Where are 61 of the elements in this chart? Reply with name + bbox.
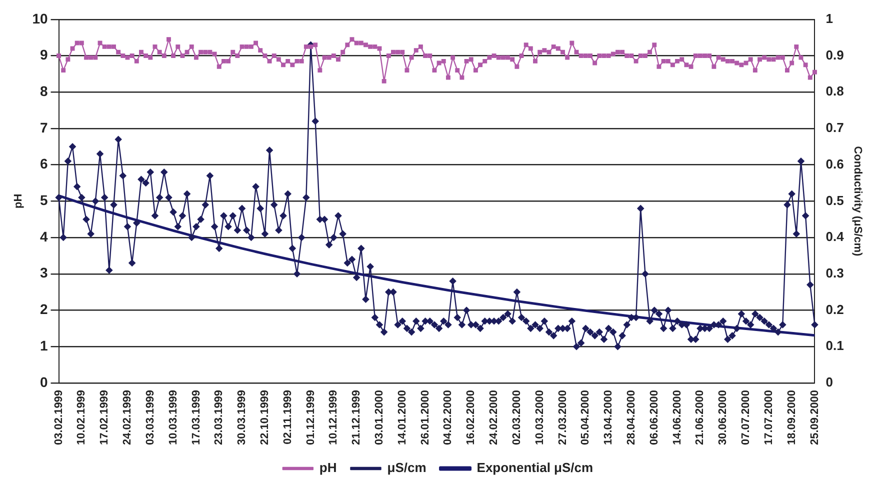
x-tick-label: 14.06.2000	[671, 390, 684, 446]
x-tick-label: 27.03.2000	[556, 390, 569, 446]
x-tick-label: 13.04.2000	[602, 390, 615, 446]
y2-tick-label: 0.9	[826, 47, 844, 62]
x-tick-label: 10.02.1999	[76, 390, 88, 446]
y2-tick-label: 0	[826, 374, 833, 390]
y2-axis-title: Conductivity (μS/cm)	[851, 146, 864, 257]
y2-tick-label: 0.5	[826, 192, 844, 208]
y-tick-label: 8	[40, 82, 48, 99]
x-tick-label: 21.12.1999	[350, 390, 363, 446]
x-tick-label: 03.02.1999	[52, 390, 65, 446]
y2-tick-label: 0.7	[826, 120, 844, 136]
x-tick-label: 22.10.1999	[258, 390, 271, 446]
x-tick-label: 25.09.2000	[808, 390, 821, 446]
y2-tick-label: 1	[826, 10, 833, 26]
x-tick-label: 21.06.2000	[694, 390, 706, 446]
x-tick-label: 17.02.1999	[98, 390, 111, 446]
x-tick-label: 10.03.1999	[167, 390, 180, 446]
x-tick-label: 10.03.2000	[534, 390, 546, 446]
x-tick-label: 10.12.1999	[328, 390, 340, 446]
x-tick-label: 18.09.2000	[786, 390, 798, 446]
x-tick-label: 05.04.2000	[580, 390, 592, 446]
x-tick-label: 30.03.1999	[236, 390, 248, 446]
x-tick-label: 17.03.1999	[190, 390, 202, 446]
y-tick-label: 1	[40, 337, 48, 354]
y-tick-label: 4	[40, 228, 48, 244]
y2-tick-label: 0.8	[826, 84, 844, 99]
y-tick-label: 0	[40, 374, 48, 390]
legend-label: μS/cm	[387, 460, 426, 476]
y-tick-label: 9	[40, 46, 48, 63]
y2-tick-label: 0.1	[826, 338, 844, 354]
y-axis-title: pH	[12, 194, 25, 209]
x-tick-label: 03.03.1999	[144, 390, 156, 446]
x-tick-label: 16.02.2000	[465, 390, 478, 446]
x-tick-label: 02.11.1999	[282, 390, 294, 444]
x-tick-label: 26.01.2000	[419, 390, 432, 446]
x-tick-label: 24.02.2000	[488, 390, 500, 446]
y-tick-label: 10	[32, 10, 48, 26]
x-tick-label: 03.01.2000	[374, 390, 386, 446]
y2-tick-label: 0.2	[826, 302, 844, 317]
legend-label: Exponential μS/cm	[476, 460, 594, 476]
y-tick-label: 2	[40, 301, 48, 318]
x-tick-label: 24.02.1999	[122, 390, 134, 446]
x-tick-label: 17.07.2000	[762, 390, 775, 446]
x-tick-label: 28.04.2000	[625, 390, 638, 446]
y2-tick-label: 0.3	[826, 265, 844, 280]
y-tick-label: 3	[40, 264, 48, 281]
x-tick-label: 30.06.2000	[717, 390, 730, 446]
legend-label: pH	[319, 460, 337, 476]
x-tick-label: 04.02.2000	[442, 390, 454, 446]
x-tick-label: 06.06.2000	[648, 390, 660, 446]
y2-tick-label: 0.6	[826, 156, 844, 172]
x-tick-label: 14.01.2000	[396, 390, 408, 446]
x-tick-label: 01.12.1999	[304, 390, 317, 446]
x-tick-label: 02.03.2000	[510, 390, 523, 446]
y-tick-label: 6	[40, 156, 48, 172]
x-tick-label: 23.03.1999	[213, 390, 226, 446]
y-tick-label: 7	[40, 119, 48, 136]
x-tick-label: 07.07.2000	[740, 390, 752, 446]
y-tick-label: 5	[40, 192, 48, 208]
y2-tick-label: 0.4	[826, 229, 845, 244]
